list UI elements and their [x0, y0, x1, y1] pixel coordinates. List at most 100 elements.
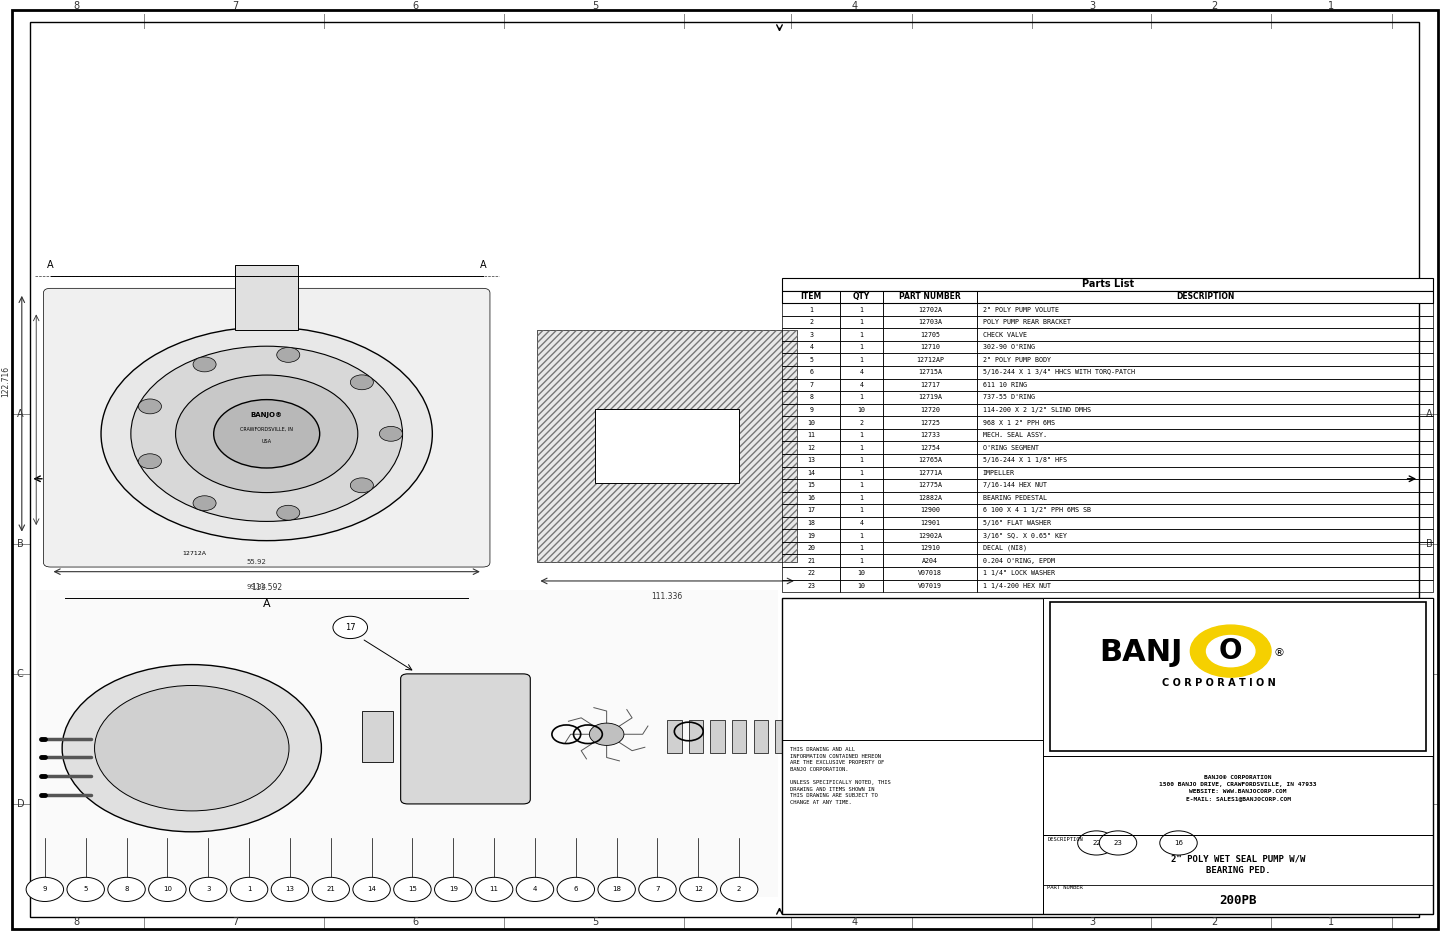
Bar: [538, 330, 796, 562]
Bar: [883, 366, 977, 378]
Bar: [840, 567, 883, 580]
Bar: [977, 366, 1433, 378]
Bar: [883, 304, 977, 316]
Text: 14: 14: [367, 886, 376, 892]
Circle shape: [1066, 684, 1081, 693]
Text: 4: 4: [851, 916, 857, 927]
Text: 21: 21: [808, 558, 815, 564]
Text: 3: 3: [809, 332, 814, 337]
Bar: [883, 479, 977, 491]
Text: 22: 22: [808, 571, 815, 576]
Circle shape: [312, 877, 350, 901]
Text: 2: 2: [809, 319, 814, 325]
Bar: [883, 329, 977, 341]
Text: 5/16-244 X 1 3/4" HHCS WITH TORQ-PATCH: 5/16-244 X 1 3/4" HHCS WITH TORQ-PATCH: [983, 369, 1134, 375]
Text: 2" POLY WET SEAL PUMP W/W
BEARING PED.: 2" POLY WET SEAL PUMP W/W BEARING PED.: [1170, 855, 1305, 875]
Bar: [977, 403, 1433, 417]
Text: 4: 4: [860, 520, 864, 526]
Text: 7: 7: [231, 916, 238, 927]
Text: 6: 6: [809, 369, 814, 375]
Circle shape: [108, 877, 146, 901]
Bar: [775, 720, 789, 753]
Circle shape: [1043, 724, 1061, 735]
Text: 22: 22: [1092, 840, 1101, 846]
Circle shape: [516, 877, 553, 901]
Text: V07018: V07018: [918, 571, 942, 576]
Circle shape: [1078, 831, 1116, 855]
Text: 7: 7: [809, 382, 814, 388]
Text: 12771A: 12771A: [918, 470, 942, 475]
Circle shape: [1066, 664, 1081, 672]
Circle shape: [277, 505, 299, 520]
Bar: [782, 341, 840, 353]
Bar: [782, 580, 840, 592]
Text: 11: 11: [490, 886, 499, 892]
Text: 1: 1: [860, 507, 864, 514]
Text: 12: 12: [694, 886, 702, 892]
Bar: [595, 409, 740, 484]
Bar: [883, 417, 977, 429]
Circle shape: [214, 400, 319, 468]
Text: 21: 21: [327, 886, 335, 892]
Bar: [883, 391, 977, 403]
Circle shape: [639, 877, 676, 901]
Text: DESCRIPTION: DESCRIPTION: [1176, 292, 1234, 302]
Text: D: D: [1425, 799, 1433, 809]
Text: 1: 1: [860, 482, 864, 488]
Text: 3: 3: [1090, 916, 1095, 927]
Bar: [782, 329, 840, 341]
Text: 12702A: 12702A: [918, 306, 942, 313]
Text: IMPELLER: IMPELLER: [983, 470, 1014, 475]
Bar: [883, 567, 977, 580]
Text: 200PB: 200PB: [1220, 895, 1257, 908]
Text: 18: 18: [613, 886, 621, 892]
Text: ITEM: ITEM: [801, 292, 822, 302]
Bar: [782, 403, 840, 417]
Text: 12775A: 12775A: [918, 482, 942, 488]
Text: 99.84: 99.84: [247, 585, 267, 590]
Circle shape: [1043, 683, 1061, 694]
Text: A: A: [1426, 409, 1432, 418]
Bar: [782, 567, 840, 580]
Text: 1: 1: [860, 458, 864, 463]
Text: 13: 13: [286, 886, 295, 892]
Bar: [883, 341, 977, 353]
Text: 10: 10: [808, 419, 815, 426]
Circle shape: [1191, 625, 1272, 677]
Bar: [977, 316, 1433, 329]
Bar: [782, 598, 1433, 913]
Circle shape: [189, 877, 227, 901]
Text: 12715A: 12715A: [918, 369, 942, 375]
Text: 1: 1: [860, 545, 864, 551]
Bar: [840, 454, 883, 466]
Text: 12712A: 12712A: [182, 551, 207, 556]
Text: 8: 8: [74, 2, 79, 11]
Bar: [782, 442, 840, 454]
Text: 2: 2: [737, 886, 741, 892]
Text: 1: 1: [860, 470, 864, 475]
Text: PART NUMBER: PART NUMBER: [899, 292, 961, 302]
Text: 12901: 12901: [920, 520, 941, 526]
Text: 4: 4: [809, 345, 814, 350]
Text: 968 X 1 2" PPH 6MS: 968 X 1 2" PPH 6MS: [983, 419, 1055, 426]
Text: DECAL (NI8): DECAL (NI8): [983, 545, 1026, 551]
Text: 23: 23: [808, 583, 815, 588]
Circle shape: [350, 375, 373, 389]
Text: 2" POLY PUMP BODY: 2" POLY PUMP BODY: [983, 357, 1051, 362]
Text: O'RING SEGMENT: O'RING SEGMENT: [983, 445, 1039, 451]
Text: 111.592: 111.592: [251, 583, 282, 592]
Circle shape: [272, 877, 309, 901]
Bar: [840, 378, 883, 391]
Text: MECH. SEAL ASSY.: MECH. SEAL ASSY.: [983, 432, 1046, 438]
Text: 114-200 X 2 1/2" SLIND DMHS: 114-200 X 2 1/2" SLIND DMHS: [983, 407, 1091, 413]
Text: 4: 4: [860, 382, 864, 388]
Bar: [538, 330, 796, 562]
FancyBboxPatch shape: [1143, 628, 1315, 832]
Bar: [840, 391, 883, 403]
Circle shape: [393, 877, 431, 901]
Circle shape: [435, 877, 473, 901]
Text: V07019: V07019: [918, 583, 942, 588]
Bar: [782, 454, 840, 466]
Circle shape: [721, 877, 757, 901]
Bar: [840, 504, 883, 517]
